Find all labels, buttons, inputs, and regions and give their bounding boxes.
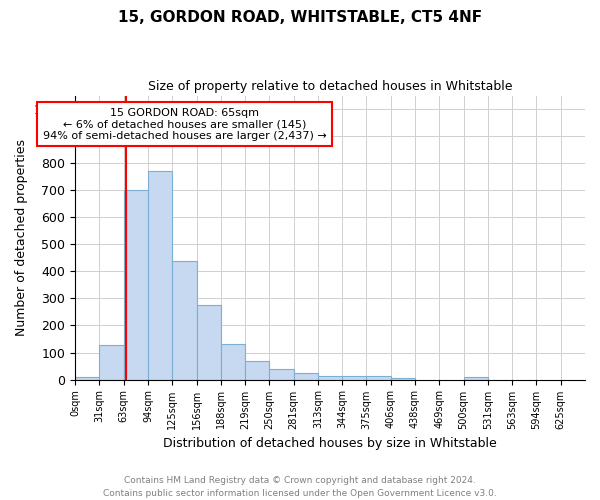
Bar [124, 190, 148, 380]
Bar [221, 344, 245, 380]
Bar [367, 376, 391, 380]
Bar [269, 368, 293, 380]
Title: Size of property relative to detached houses in Whitstable: Size of property relative to detached ho… [148, 80, 512, 93]
Bar [391, 378, 415, 380]
Bar [100, 345, 124, 380]
X-axis label: Distribution of detached houses by size in Whitstable: Distribution of detached houses by size … [163, 437, 497, 450]
Text: 15 GORDON ROAD: 65sqm
← 6% of detached houses are smaller (145)
94% of semi-deta: 15 GORDON ROAD: 65sqm ← 6% of detached h… [43, 108, 326, 141]
Bar [318, 376, 342, 380]
Bar [464, 378, 488, 380]
Bar [245, 360, 269, 380]
Bar [75, 378, 100, 380]
Bar [172, 260, 197, 380]
Y-axis label: Number of detached properties: Number of detached properties [15, 139, 28, 336]
Text: Contains HM Land Registry data © Crown copyright and database right 2024.
Contai: Contains HM Land Registry data © Crown c… [103, 476, 497, 498]
Bar [342, 376, 367, 380]
Bar [148, 172, 172, 380]
Text: 15, GORDON ROAD, WHITSTABLE, CT5 4NF: 15, GORDON ROAD, WHITSTABLE, CT5 4NF [118, 10, 482, 25]
Bar [293, 373, 318, 380]
Bar [197, 305, 221, 380]
